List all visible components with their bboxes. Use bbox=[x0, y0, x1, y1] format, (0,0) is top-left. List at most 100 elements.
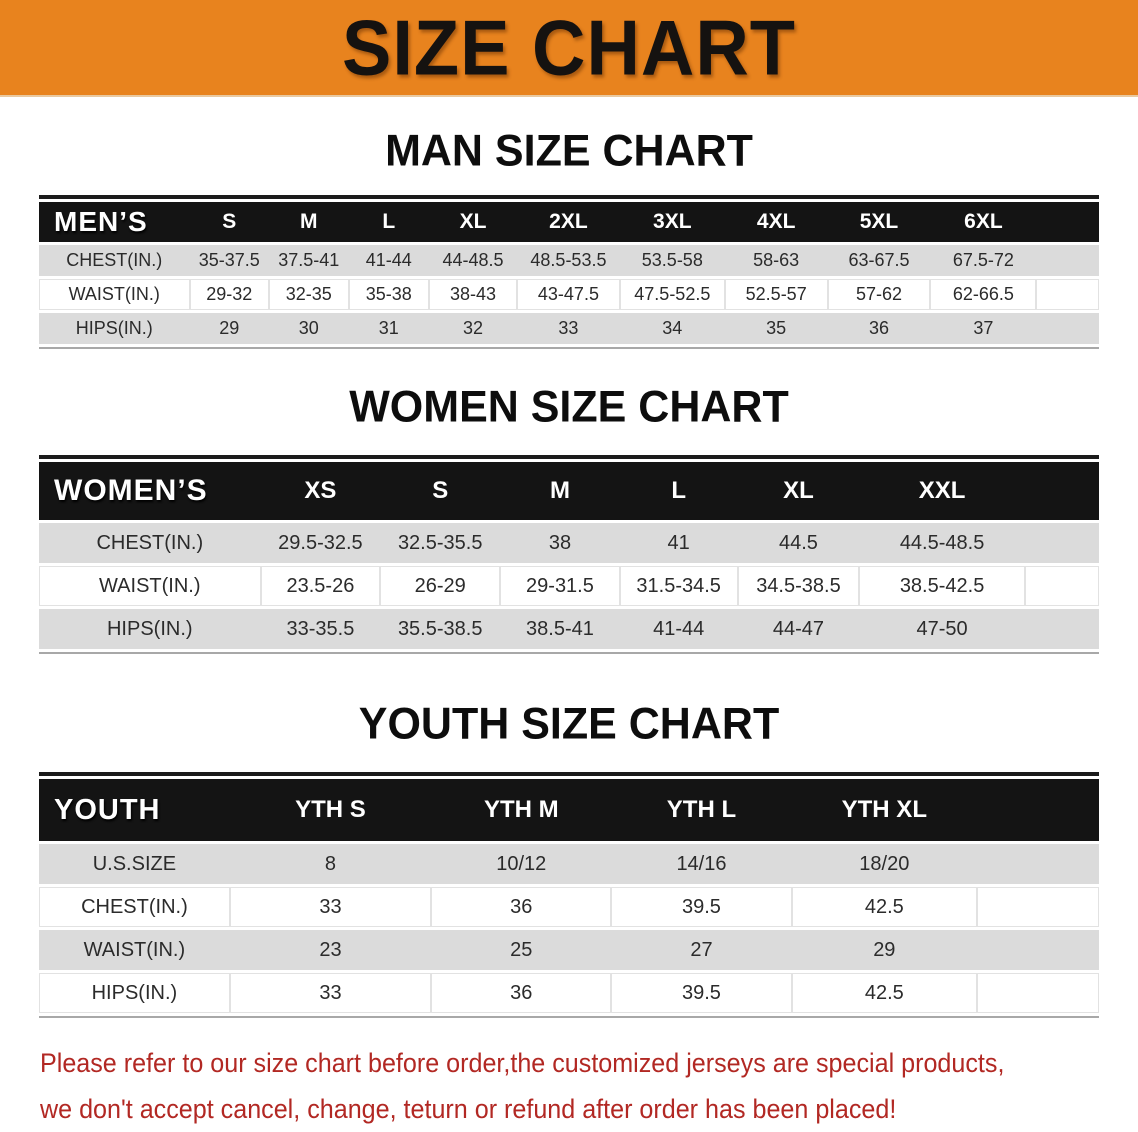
men-size-value-cell: 67.5-72 bbox=[952, 250, 1014, 270]
men-row-label: HIPS(IN.) bbox=[75, 318, 153, 338]
spacer-cell bbox=[977, 779, 1099, 841]
men-size-value-cell: 43-47.5 bbox=[517, 279, 620, 310]
youth-table-body: U.S.SIZE 8 10/12 14/16 18/20 CHEST(IN.) 33 36 39… bbox=[39, 844, 1099, 1013]
men-size-column-header: 3XL bbox=[619, 202, 725, 242]
men-size-column-header: 4XL bbox=[724, 202, 828, 242]
women-size-chart-heading: WOMEN SIZE CHART bbox=[349, 382, 789, 432]
men-header-row: MEN’S S M L XL 2XL 3XL 4XL 5XL 6XL bbox=[39, 202, 1099, 242]
men-measurement-row: WAIST(IN.) 29-32 32-35 35-38 38-43 43-47.5 47.… bbox=[39, 279, 1099, 310]
men-size-value-cell: 37.5-41 bbox=[278, 250, 340, 270]
women-size-column-header: XS bbox=[260, 462, 381, 520]
women-measurement-row: HIPS(IN.) 33-35.5 35.5-38.5 38.5-41 41-44 44-… bbox=[39, 609, 1099, 649]
youth-measurement-row: CHEST(IN.) 33 36 39.5 42.5 bbox=[39, 887, 1099, 927]
youth-size-value-cell: 8 bbox=[324, 852, 337, 875]
women-measurement-row: CHEST(IN.) 29.5-32.5 32.5-35.5 38 41 44.5 44.5… bbox=[39, 523, 1099, 563]
women-header-row: WOMEN’S XS S M L XL XXL bbox=[39, 462, 1099, 520]
spacer-cell bbox=[1036, 202, 1099, 242]
spacer-cell bbox=[977, 930, 1099, 970]
youth-header-row: YOUTH YTH S YTH M YTH L YTH XL bbox=[39, 779, 1099, 841]
women-size-value-cell: 44-47 bbox=[772, 617, 825, 640]
women-section: WOMEN SIZE CHART WOMEN’S XS S M L XL XXL CHEST… bbox=[0, 382, 1138, 654]
youth-size-value-cell: 23 bbox=[319, 938, 342, 961]
women-size-value-cell: 35.5-38.5 bbox=[397, 617, 483, 640]
men-size-value-cell: 29-32 bbox=[190, 279, 270, 310]
women-row-label: WAIST(IN.) bbox=[39, 566, 261, 606]
spacer-cell bbox=[1024, 462, 1099, 520]
women-corner-label: WOMEN’S bbox=[39, 462, 261, 520]
women-size-value-cell: 29-31.5 bbox=[500, 566, 620, 606]
men-size-value-cell: 30 bbox=[298, 318, 319, 338]
women-size-value-cell: 44.5 bbox=[778, 531, 818, 554]
men-size-value-cell: 37 bbox=[973, 318, 994, 338]
men-size-value-cell: 35-37.5 bbox=[198, 250, 260, 270]
women-size-value-cell: 32.5-35.5 bbox=[397, 531, 483, 554]
youth-size-value-cell: 42.5 bbox=[792, 973, 978, 1013]
men-table-body: CHEST(IN.) 35-37.5 37.5-41 41-44 44-48.5 48.5… bbox=[39, 245, 1099, 344]
women-size-value-cell: 29.5-32.5 bbox=[278, 531, 363, 554]
women-size-column-header: XXL bbox=[859, 462, 1025, 520]
men-size-value-cell: 41-44 bbox=[365, 250, 412, 270]
men-size-column-header: 2XL bbox=[517, 202, 620, 242]
men-size-value-cell: 38-43 bbox=[429, 279, 517, 310]
women-size-value-cell: 33-35.5 bbox=[286, 617, 355, 640]
banner: SIZE CHART bbox=[0, 0, 1138, 97]
youth-size-value-cell: 18/20 bbox=[859, 852, 910, 875]
page-title: SIZE CHART bbox=[342, 3, 796, 91]
youth-corner-label: YOUTH bbox=[39, 779, 230, 841]
youth-size-value-cell: 39.5 bbox=[611, 973, 791, 1013]
spacer-cell bbox=[1025, 566, 1099, 606]
men-row-label: CHEST(IN.) bbox=[66, 250, 163, 270]
youth-section: YOUTH SIZE CHART YOUTH YTH S YTH M YTH L YTH… bbox=[0, 701, 1138, 1018]
men-size-value-cell: 29 bbox=[219, 318, 240, 338]
women-size-column-header: L bbox=[619, 462, 738, 520]
women-size-table: WOMEN’S XS S M L XL XXL CHEST(IN.) 29.5-32.5 32.… bbox=[39, 455, 1099, 654]
women-row-label: HIPS(IN.) bbox=[106, 617, 193, 640]
men-corner-label: MEN’S bbox=[39, 202, 190, 242]
spacer-cell bbox=[977, 973, 1099, 1013]
spacer-cell bbox=[1036, 245, 1099, 276]
youth-row-label: U.S.SIZE bbox=[92, 852, 177, 875]
disclaimer-line-1: Please refer to our size chart before or… bbox=[40, 1048, 1005, 1078]
women-size-value-cell: 38 bbox=[548, 531, 572, 554]
women-size-value-cell: 26-29 bbox=[380, 566, 500, 606]
youth-row-label: CHEST(IN.) bbox=[39, 887, 230, 927]
women-size-value-cell: 41 bbox=[667, 531, 690, 554]
youth-size-value-cell: 36 bbox=[431, 887, 611, 927]
women-table-header: WOMEN’S XS S M L XL XXL bbox=[39, 462, 1099, 520]
men-size-value-cell: 57-62 bbox=[828, 279, 931, 310]
spacer-cell bbox=[1036, 279, 1099, 310]
youth-size-value-cell: 29 bbox=[873, 938, 896, 961]
women-size-value-cell: 38.5-41 bbox=[526, 617, 594, 640]
youth-size-value-cell: 25 bbox=[510, 938, 533, 961]
men-size-value-cell: 53.5-58 bbox=[641, 250, 703, 270]
women-size-value-cell: 34.5-38.5 bbox=[738, 566, 860, 606]
youth-size-value-cell: 33 bbox=[230, 887, 431, 927]
men-size-column-header: 6XL bbox=[930, 202, 1037, 242]
men-size-value-cell: 33 bbox=[558, 318, 579, 338]
men-size-value-cell: 34 bbox=[662, 318, 683, 338]
youth-size-value-cell: 36 bbox=[431, 973, 611, 1013]
spacer-cell bbox=[1025, 523, 1099, 563]
youth-size-column-header: YTH M bbox=[431, 779, 612, 841]
women-size-value-cell: 44.5-48.5 bbox=[899, 531, 985, 554]
men-size-value-cell: 63-67.5 bbox=[848, 250, 910, 270]
men-size-value-cell: 58-63 bbox=[753, 250, 800, 270]
youth-size-value-cell: 42.5 bbox=[792, 887, 978, 927]
youth-measurement-row: HIPS(IN.) 33 36 39.5 42.5 bbox=[39, 973, 1099, 1013]
men-size-column-header: M bbox=[269, 202, 349, 242]
youth-size-column-header: YTH S bbox=[229, 779, 432, 841]
men-size-table: MEN’S S M L XL 2XL 3XL 4XL 5XL 6XL CHEST(IN.) 35-3… bbox=[39, 195, 1099, 349]
women-size-value-cell: 41-44 bbox=[653, 617, 705, 640]
men-size-value-cell: 62-66.5 bbox=[930, 279, 1036, 310]
youth-table-header: YOUTH YTH S YTH M YTH L YTH XL bbox=[39, 779, 1099, 841]
spacer-cell bbox=[977, 887, 1099, 927]
men-size-column-header: S bbox=[189, 202, 270, 242]
men-size-value-cell: 31 bbox=[378, 318, 399, 338]
disclaimer: Please refer to our size chart before or… bbox=[40, 1040, 1138, 1132]
women-size-value-cell: 47-50 bbox=[916, 617, 968, 640]
men-size-value-cell: 35 bbox=[766, 318, 787, 338]
women-row-label: CHEST(IN.) bbox=[96, 531, 204, 554]
men-measurement-row: HIPS(IN.) 29 30 31 32 33 34 35 36 37 bbox=[39, 313, 1099, 344]
youth-size-column-header: YTH L bbox=[611, 779, 792, 841]
